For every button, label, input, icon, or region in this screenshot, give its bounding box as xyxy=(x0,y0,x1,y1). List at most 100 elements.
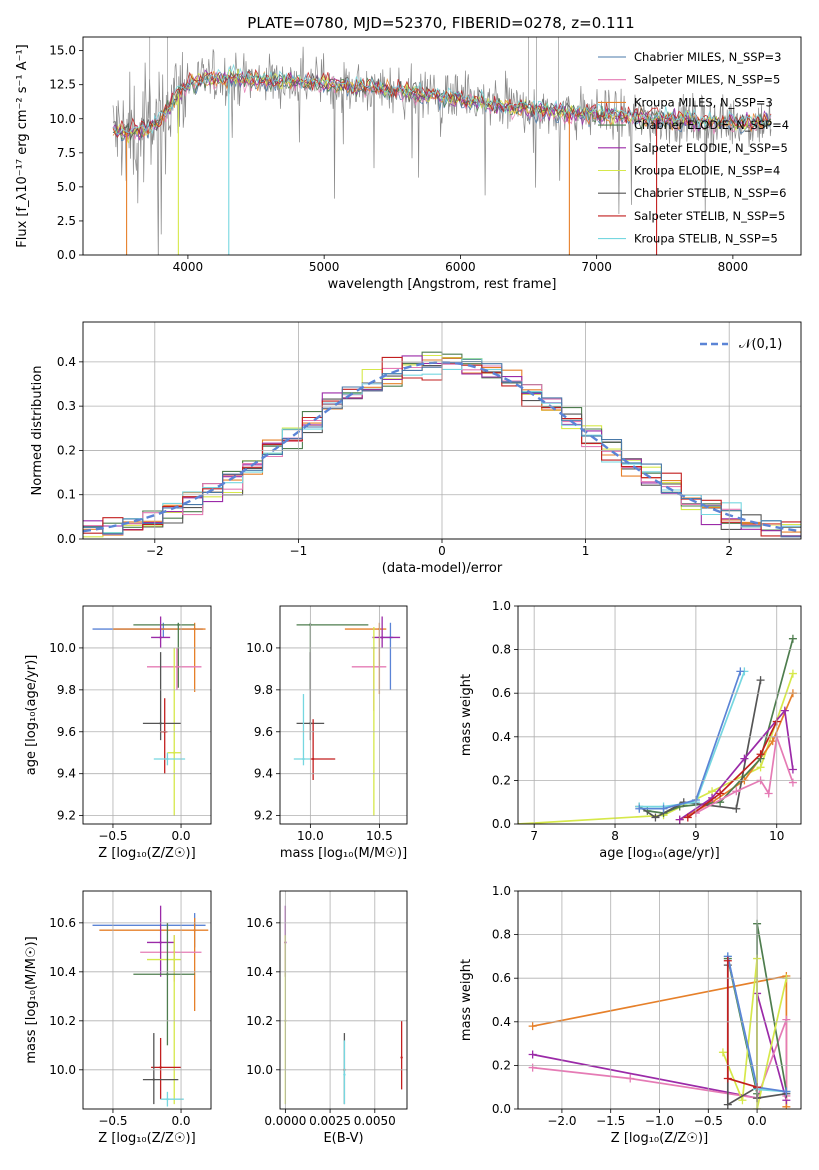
axes-frame xyxy=(279,605,408,825)
x-axis-label: mass [log₁₀(M/M☉)] xyxy=(280,846,407,861)
data-point xyxy=(166,1098,169,1101)
weight-line xyxy=(639,671,742,810)
plot-area xyxy=(518,634,797,824)
data-point xyxy=(166,973,169,976)
weight-marker xyxy=(782,1015,791,1024)
y-tick-label: 10.2 xyxy=(246,1014,273,1028)
y-tick-label: 10.4 xyxy=(49,965,76,979)
weight-marker xyxy=(651,813,660,822)
x-tick-label: 0.0000 xyxy=(264,1114,306,1128)
x-tick-label: 0.0050 xyxy=(354,1114,396,1128)
weight-marker xyxy=(723,1074,732,1083)
axes-frame xyxy=(82,321,802,540)
panel-mass-vs-ebv: 0.0000 0.0025 0.0050 10.0 10.2 10.4 10.6 E(B-V) xyxy=(246,890,408,1146)
data-point xyxy=(166,757,169,761)
axes-frame xyxy=(82,605,212,825)
weight-marker xyxy=(782,1087,791,1096)
weight-marker xyxy=(788,669,797,678)
data-point xyxy=(173,958,176,961)
y-tick-label: 10.6 xyxy=(246,916,273,930)
weight-marker xyxy=(780,706,789,715)
data-point xyxy=(193,928,196,932)
x-tick-label: −1 xyxy=(290,544,308,558)
weight-marker xyxy=(740,754,749,763)
y-tick-label: 9.8 xyxy=(57,683,76,697)
y-tick-label: 9.4 xyxy=(57,767,76,781)
y-tick-label: 0.4 xyxy=(492,730,511,744)
legend-label: Kroupa MILES, N_SSP=3 xyxy=(634,95,773,109)
x-tick-label: −2.0 xyxy=(547,1114,576,1128)
data-point xyxy=(159,941,162,944)
y-tick-label: 0.2 xyxy=(492,773,511,787)
y-tick-label: 9.2 xyxy=(57,809,76,823)
data-point xyxy=(159,1066,162,1069)
x-tick-label: 8 xyxy=(611,829,619,843)
x-tick-label: 10.0 xyxy=(297,829,324,843)
data-point xyxy=(152,1078,156,1081)
y-tick-label: 0.0 xyxy=(492,817,511,831)
legend-label: Salpeter STELIB, N_SSP=5 xyxy=(634,209,785,223)
y-tick-label: 10.2 xyxy=(49,1014,76,1028)
x-tick-label: 0 xyxy=(438,544,446,558)
y-tick-label: 10.0 xyxy=(246,641,273,655)
x-tick-label: −1.5 xyxy=(596,1114,625,1128)
weight-marker xyxy=(659,804,668,813)
weight-marker xyxy=(788,634,797,643)
legend-label: Chabrier MILES, N_SSP=3 xyxy=(634,50,781,64)
y-tick-label: 0.4 xyxy=(492,1015,511,1029)
weight-marker xyxy=(736,667,745,676)
weight-marker xyxy=(764,789,773,798)
y-axis-label: mass [log₁₀(M/M☉)] xyxy=(24,936,39,1063)
x-tick-label: 7000 xyxy=(581,260,612,274)
x-tick-label: 10.5 xyxy=(366,829,393,843)
y-tick-label: 0.8 xyxy=(492,928,511,942)
weight-marker xyxy=(528,1050,537,1059)
data-point xyxy=(400,1056,403,1059)
panel-weight-vs-Z: −2.0 −1.5 −1.0 −0.5 0.0 0.0 0.2 0.4 0.6 0.8 1.0 Z [… xyxy=(459,884,802,1146)
weight-marker xyxy=(626,1074,635,1083)
x-axis-label: Z [log₁₀(Z/Z☉)] xyxy=(611,1131,708,1146)
data-point xyxy=(311,757,315,761)
y-tick-label: 9.6 xyxy=(254,725,273,739)
observed-spectrum xyxy=(112,46,772,255)
data-point xyxy=(159,636,162,639)
y-tick-label: 1.0 xyxy=(492,884,511,898)
data-point xyxy=(193,627,196,631)
panel-age-vs-Z: −0.5 0.0 9.2 9.4 9.6 9.8 10.0 Z [log₁₀(Z/Z☉)] ag… xyxy=(24,605,212,861)
plot-area xyxy=(92,616,206,816)
legend-label: Salpeter ELODIE, N_SSP=5 xyxy=(634,141,788,155)
y-tick-label: 1.0 xyxy=(492,599,511,613)
data-point xyxy=(173,751,176,754)
weight-line xyxy=(695,736,794,814)
axes-frame xyxy=(517,605,802,825)
x-tick-label: 7 xyxy=(530,829,538,843)
x-axis-label: Z [log₁₀(Z/Z☉)] xyxy=(98,1131,195,1146)
y-tick-label: 2.5 xyxy=(57,214,76,228)
x-tick-label: 0.0 xyxy=(171,1114,190,1128)
y-tick-label: 12.5 xyxy=(49,78,76,92)
y-tick-label: 15.0 xyxy=(49,44,76,58)
x-tick-label: 5000 xyxy=(309,260,340,274)
data-point xyxy=(380,636,384,639)
x-tick-label: 10 xyxy=(769,829,784,843)
chart-title: PLATE=0780, MJD=52370, FIBERID=0278, z=0… xyxy=(247,14,634,32)
y-axis-label: mass weight xyxy=(459,674,474,756)
y-tick-label: 10.6 xyxy=(49,916,76,930)
weight-marker xyxy=(683,813,692,822)
y-tick-label: 0.0 xyxy=(57,248,76,262)
x-tick-label: 0.0025 xyxy=(309,1114,351,1128)
legend-label: Chabrier STELIB, N_SSP=6 xyxy=(634,186,786,200)
x-axis-label: wavelength [Angstrom, rest frame] xyxy=(328,277,557,292)
y-tick-label: 0.2 xyxy=(57,443,76,457)
x-tick-label: 0.0 xyxy=(748,1114,767,1128)
model-spectrum xyxy=(112,68,772,139)
model-spectrum xyxy=(112,63,772,135)
y-tick-label: 5.0 xyxy=(57,180,76,194)
x-tick-label: −2 xyxy=(146,544,164,558)
weight-marker xyxy=(788,778,797,787)
x-tick-label: −0.5 xyxy=(694,1114,723,1128)
weight-marker xyxy=(732,804,741,813)
y-axis-label: Normed distribution xyxy=(30,366,45,496)
x-tick-label: −0.5 xyxy=(98,1114,127,1128)
panel-age-vs-mass: 10.0 10.5 9.2 9.4 9.6 9.8 10.0 mass [log₁₀(M/M☉… xyxy=(246,605,408,861)
